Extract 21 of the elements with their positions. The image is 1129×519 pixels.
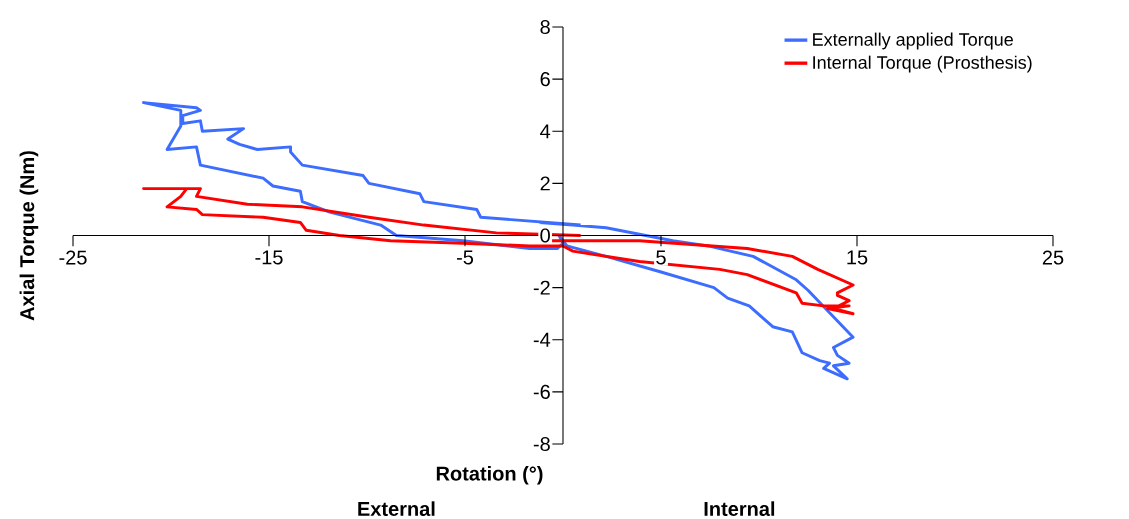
y-tick-label: -2: [533, 280, 550, 295]
x-tick-label: -25: [59, 250, 87, 265]
x-tick-label: 15: [847, 250, 868, 265]
x-tick-label: -15: [255, 250, 283, 265]
x-tick-label: 25: [1042, 250, 1064, 265]
y-tick-label: -4: [533, 332, 551, 347]
x-axis-title: Rotation (°): [436, 465, 543, 485]
x-tick-label: 5: [656, 250, 666, 265]
y-tick-label: 4: [540, 124, 551, 139]
y-tick-label: 8: [540, 19, 550, 35]
x-tick-label: -5: [456, 250, 474, 265]
y-tick-label: -6: [533, 384, 550, 399]
text: Internal: [704, 501, 775, 516]
y-tick-label: 2: [540, 176, 550, 191]
y-tick-label: -8: [533, 436, 550, 452]
y-tick-label: 6: [540, 72, 550, 87]
y-tick-label: 0: [540, 228, 550, 243]
legend-label: Externally applied Torque: [813, 32, 1013, 50]
y-axis-title: Axial Torque (Nm): [19, 151, 39, 321]
legend-label: Internal Torque (Prosthesis): [813, 55, 1032, 73]
text: External: [358, 501, 435, 516]
